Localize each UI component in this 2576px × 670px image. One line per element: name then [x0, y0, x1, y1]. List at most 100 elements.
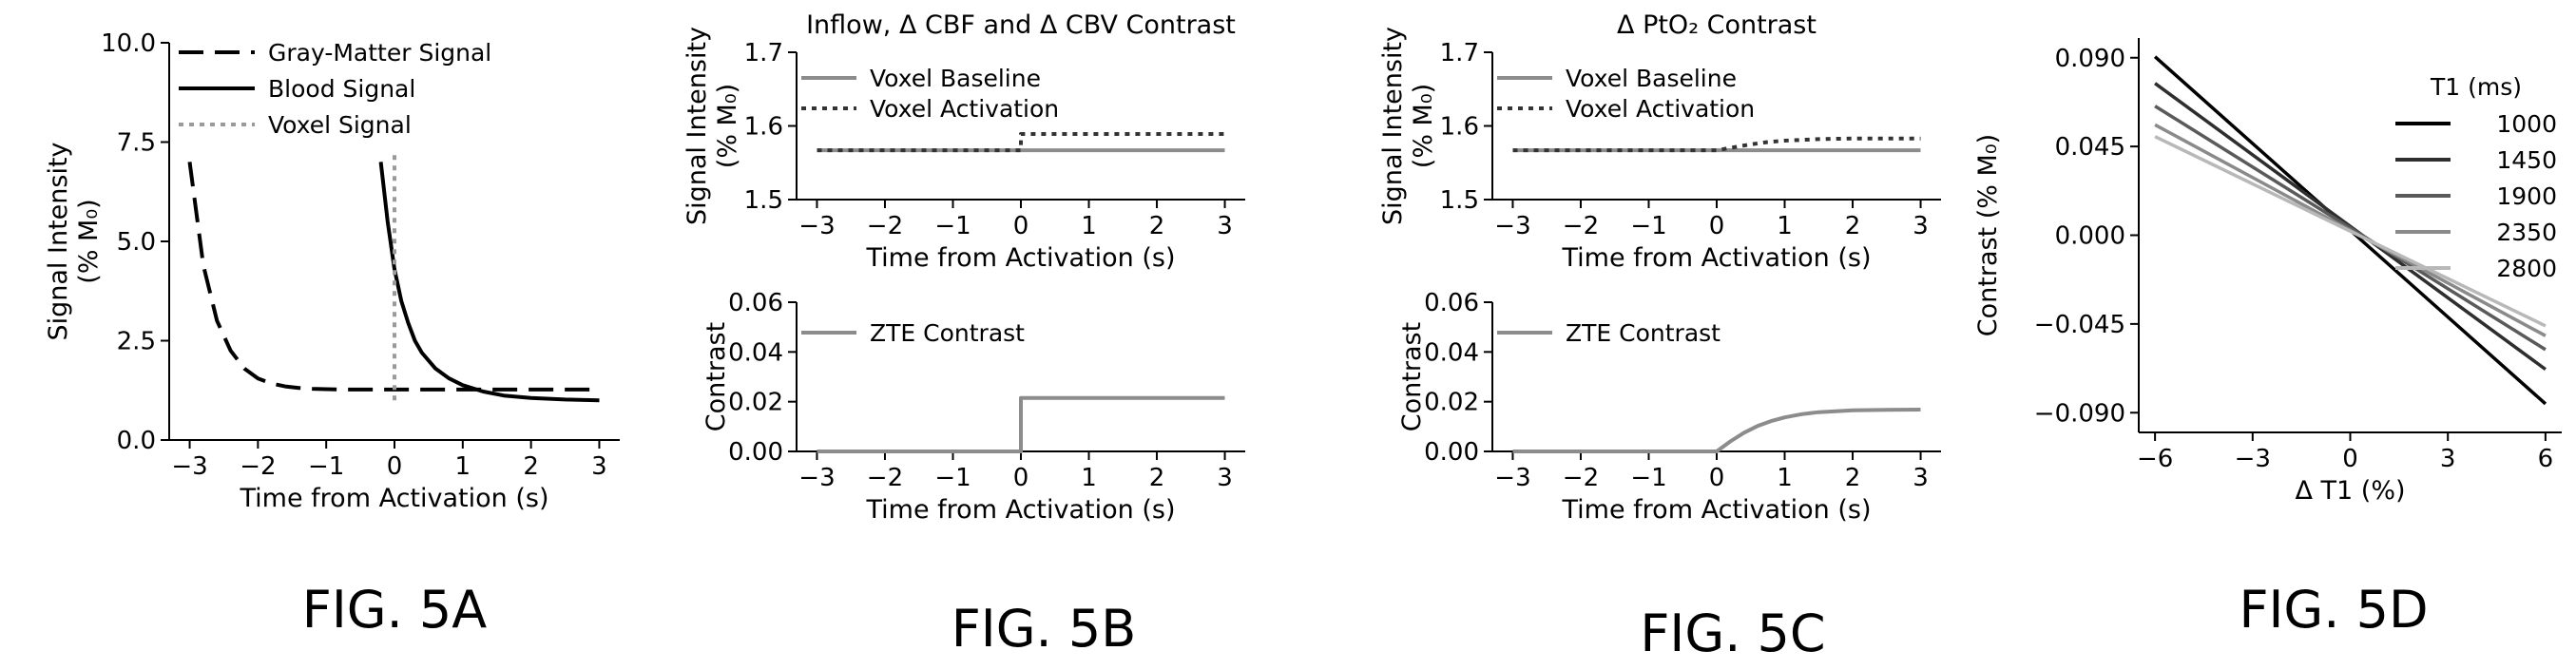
series-line-blood-signal	[378, 162, 600, 403]
x-tick-label: 2	[1845, 212, 1861, 240]
y-axis-label: Signal Intensity	[44, 142, 73, 340]
legend: ZTE Contrast	[801, 319, 1025, 347]
legend: ZTE Contrast	[1497, 319, 1721, 347]
series-line-zte-contrast	[1512, 408, 1921, 453]
y-axis-label: Contrast	[1397, 322, 1427, 431]
y-axis-label: Signal Intensity	[682, 27, 712, 225]
y-tick-label: 1.5	[744, 186, 783, 215]
x-tick-label: 0	[1709, 212, 1725, 240]
chart-5a: −3 −2 −1 0 1 2 3 0.0 2.5 5.0 7.5 10.0 Time from Acti…	[44, 29, 620, 513]
x-tick-label: −2	[1563, 464, 1599, 492]
chart-title: Inflow, Δ CBF and Δ CBV Contrast	[806, 10, 1236, 40]
legend-label: 2800	[2496, 255, 2557, 282]
legend-label: Voxel Activation	[1566, 95, 1755, 123]
y-tick-label: 1.6	[744, 113, 783, 142]
x-tick-label: 0	[1013, 464, 1029, 492]
x-tick-label: 0	[2342, 445, 2358, 473]
y-axis-label: Contrast (% M₀)	[1973, 134, 2003, 336]
x-tick-label: 3	[1217, 464, 1233, 492]
x-tick-label: 1	[455, 452, 471, 481]
y-tick-label: 1.7	[744, 39, 783, 67]
x-tick-label: −6	[2137, 445, 2173, 473]
y-axis-label: (% M₀)	[74, 199, 104, 283]
y-tick-label: 0.00	[1424, 438, 1479, 467]
chart-title: Δ PtO₂ Contrast	[1617, 10, 1817, 40]
chart-5b-bottom: −3 −2 −1 0 1 2 3 0.00 0.02 0.04 0.06 Time from Acti…	[702, 289, 1245, 525]
y-tick-label: 1.6	[1440, 113, 1479, 142]
y-tick-label: 0.090	[2055, 45, 2125, 73]
series-line-2800	[2154, 135, 2547, 328]
x-tick-label: −1	[1630, 464, 1666, 492]
y-tick-label: 0.04	[728, 338, 783, 367]
legend-label: 1900	[2496, 182, 2557, 210]
y-tick-label: 0.06	[1424, 289, 1479, 317]
x-tick-label: −2	[867, 212, 903, 240]
y-tick-label: 0.045	[2055, 133, 2125, 162]
x-tick-label: −2	[240, 452, 276, 481]
y-tick-label: 0.0	[117, 427, 156, 455]
y-tick-label: 0.000	[2055, 222, 2125, 251]
legend: Gray-Matter Signal Blood Signal Voxel Sign…	[179, 39, 491, 139]
y-axis-label: (% M₀)	[1409, 84, 1438, 168]
series-line-voxel-activation	[817, 132, 1225, 153]
y-tick-label: 5.0	[117, 228, 156, 257]
x-tick-label: 3	[591, 452, 607, 481]
x-tick-label: 0	[1709, 464, 1725, 492]
legend-label: 2350	[2496, 219, 2557, 246]
x-tick-label: 1	[1777, 212, 1793, 240]
x-tick-label: 2	[1149, 212, 1165, 240]
x-tick-label: 2	[1149, 464, 1165, 492]
x-tick-label: 1	[1081, 464, 1097, 492]
x-axis-label: Time from Activation (s)	[866, 243, 1176, 273]
series-line-gray-matter-signal	[187, 162, 600, 392]
fig-label-5b: FIG. 5B	[952, 599, 1137, 659]
x-tick-label: −1	[1630, 212, 1666, 240]
x-tick-label: 3	[1217, 212, 1233, 240]
y-tick-label: 0.02	[1424, 389, 1479, 417]
x-tick-label: −3	[798, 464, 835, 492]
fig-label-5c: FIG. 5C	[1640, 603, 1825, 663]
y-tick-label: −0.090	[2034, 399, 2125, 428]
x-tick-label: −3	[1494, 212, 1530, 240]
x-axis-label: Time from Activation (s)	[1562, 495, 1872, 525]
y-tick-label: 2.5	[117, 328, 156, 356]
x-tick-label: 3	[1913, 464, 1929, 492]
x-tick-label: 1	[1081, 212, 1097, 240]
legend-label: 1450	[2496, 146, 2557, 174]
series-line-voxel-activation	[1512, 136, 1921, 153]
legend-label: Voxel Signal	[268, 111, 412, 139]
y-tick-label: 1.5	[1440, 186, 1479, 215]
legend-label: Gray-Matter Signal	[268, 39, 491, 67]
chart-5c-top: −3 −2 −1 0 1 2 3 1.5 1.6 1.7 Time from Activation …	[1378, 10, 1941, 273]
x-tick-label: −3	[798, 212, 835, 240]
chart-5b-top: −3 −2 −1 0 1 2 3 1.5 1.6 1.7 Time from Activation …	[682, 10, 1245, 273]
x-tick-label: −1	[308, 452, 344, 481]
x-tick-label: 3	[1913, 212, 1929, 240]
x-axis-label: Time from Activation (s)	[1562, 243, 1872, 273]
legend-title: T1 (ms)	[2430, 73, 2522, 101]
x-axis-label: Time from Activation (s)	[866, 495, 1176, 525]
legend-label: Voxel Baseline	[870, 65, 1041, 92]
y-tick-label: 0.02	[728, 389, 783, 417]
x-tick-label: 0	[387, 452, 403, 481]
series-line-1900	[2154, 105, 2547, 352]
chart-5c-bottom: −3 −2 −1 0 1 2 3 0.00 0.02 0.04 0.06 Time from Acti…	[1397, 289, 1941, 525]
y-axis-label: Contrast	[702, 322, 731, 431]
y-tick-label: 10.0	[101, 29, 156, 58]
legend: Voxel Baseline Voxel Activation	[801, 65, 1059, 123]
fig-label-5a: FIG. 5A	[302, 580, 488, 640]
y-tick-label: 0.04	[1424, 338, 1479, 367]
y-axis-label: (% M₀)	[713, 84, 742, 168]
x-tick-label: −3	[171, 452, 207, 481]
legend-label: ZTE Contrast	[1566, 319, 1721, 347]
x-tick-label: 2	[523, 452, 539, 481]
x-tick-label: 6	[2538, 445, 2554, 473]
legend-label: Blood Signal	[268, 75, 415, 103]
legend-label: 1000	[2496, 110, 2557, 138]
x-tick-label: 3	[2440, 445, 2456, 473]
y-tick-label: 7.5	[117, 129, 156, 158]
x-tick-label: −3	[1494, 464, 1530, 492]
legend-label: Voxel Activation	[870, 95, 1059, 123]
x-tick-label: −2	[1563, 212, 1599, 240]
